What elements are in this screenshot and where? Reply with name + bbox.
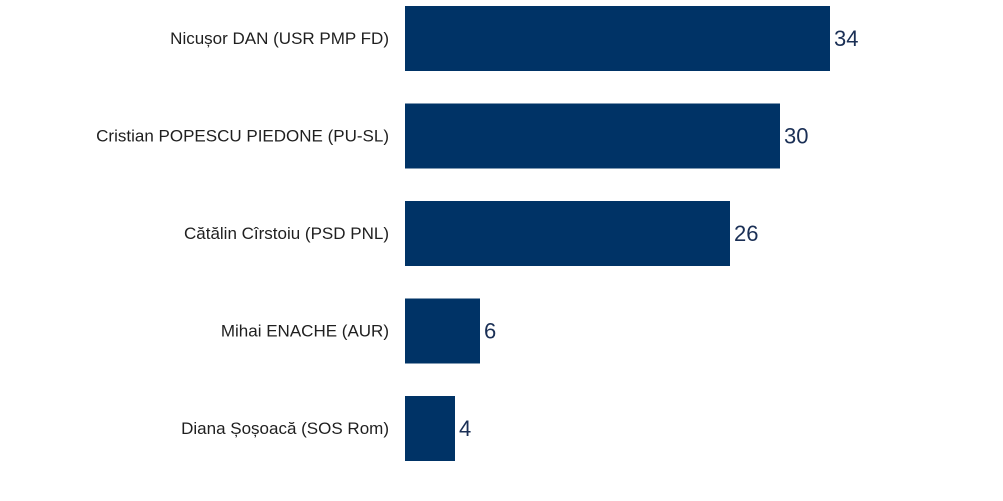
bars-group xyxy=(405,6,830,461)
bar-2 xyxy=(405,201,730,266)
category-label-4: Diana Șoșoacă (SOS Rom) xyxy=(181,419,389,438)
category-labels-group: Nicușor DAN (USR PMP FD) Cristian POPESCU… xyxy=(96,29,389,438)
category-label-1: Cristian POPESCU PIEDONE (PU-SL) xyxy=(96,127,389,146)
category-label-3: Mihai ENACHE (AUR) xyxy=(221,322,389,341)
bar-1 xyxy=(405,103,780,169)
value-label-0: 34 xyxy=(834,26,858,51)
category-label-2: Cătălin Cîrstoiu (PSD PNL) xyxy=(184,224,389,243)
value-label-2: 26 xyxy=(734,221,758,246)
value-labels-group: 34 30 26 6 4 xyxy=(459,26,858,441)
bar-3 xyxy=(405,298,480,364)
bar-0 xyxy=(405,6,830,71)
value-label-3: 6 xyxy=(484,319,496,344)
value-label-4: 4 xyxy=(459,416,471,441)
bar-4 xyxy=(405,396,455,461)
value-label-1: 30 xyxy=(784,124,808,149)
category-label-0: Nicușor DAN (USR PMP FD) xyxy=(170,29,389,48)
